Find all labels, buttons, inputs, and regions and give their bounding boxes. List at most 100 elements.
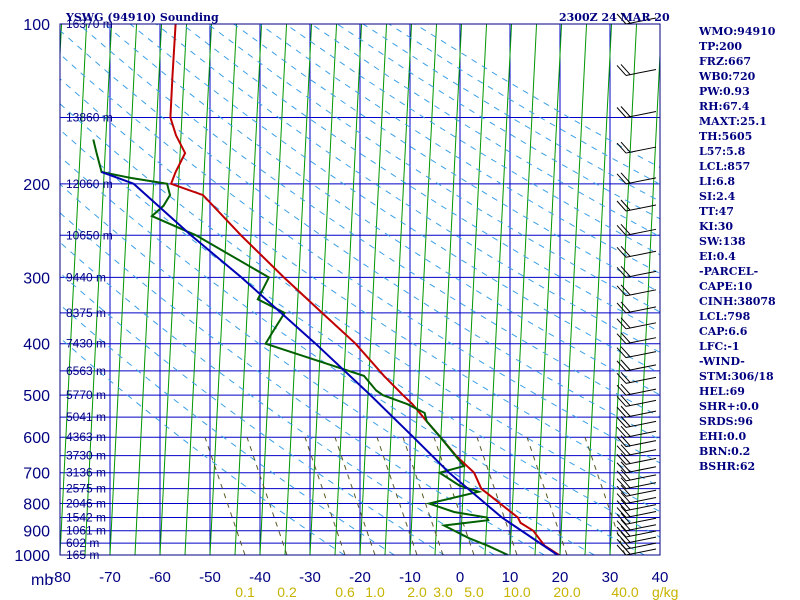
wind-barb-feather: [616, 224, 627, 236]
wind-barb-feather: [620, 484, 631, 496]
wind-barb-staff: [625, 111, 657, 118]
mixing-ratio-line: [433, 437, 475, 555]
wind-barb-feather: [620, 506, 631, 517]
index-line: BRN:0.2: [699, 445, 750, 458]
wind-barb-feather: [620, 444, 631, 455]
wind-barb-feather: [620, 346, 631, 358]
wind-barb-feather: [616, 318, 627, 330]
height-label: 2575 m: [66, 482, 106, 496]
index-line: LCL:798: [699, 310, 751, 323]
mixing-ratio-line: [476, 437, 518, 555]
wind-barb-staff: [625, 289, 657, 297]
mixing-ratio-line: [304, 437, 346, 555]
index-line: -WIND-: [699, 355, 745, 368]
wind-barb-feather: [616, 436, 627, 447]
wind-barb-feather: [616, 347, 627, 359]
height-label: 13860 m: [66, 111, 113, 125]
station-title: YSWG (94910) Sounding: [65, 11, 219, 24]
isotherm-line: [84, 24, 113, 555]
wind-barb-feather: [620, 461, 631, 473]
wind-barb-feather: [620, 416, 631, 427]
height-label: 5041 m: [66, 410, 106, 424]
temperature-tick-label: 30: [602, 569, 619, 586]
wind-barb-feather: [616, 142, 627, 154]
wind-barb-staff: [625, 482, 657, 490]
mixing-ratio-line: [334, 437, 376, 555]
wind-barb-staff: [625, 364, 657, 372]
wind-barb-feather: [620, 12, 631, 24]
temperature-tick-label: -80: [49, 569, 71, 586]
wind-barb-staff: [625, 68, 657, 76]
wind-barb-feather: [616, 107, 627, 118]
wind-barb-staff: [625, 548, 657, 556]
plot-area: [60, 24, 660, 555]
temperature-profile: [169, 24, 560, 555]
temperature-tick-label: -60: [149, 569, 171, 586]
wind-barb-staff: [625, 399, 657, 407]
temperature-tick-label: 20: [552, 569, 569, 586]
isotherm-line: [334, 24, 363, 555]
dry-adiabat: [60, 183, 595, 555]
index-line: CAPE:10: [699, 280, 753, 293]
wind-barb-feather: [620, 435, 631, 446]
isotherm-line: [609, 24, 638, 555]
height-label: 12060 m: [66, 177, 113, 191]
wind-barb-staff: [625, 17, 657, 25]
wind-barb-feather: [620, 332, 631, 344]
dewpoint-profile: [92, 139, 509, 555]
index-line: SI:2.4: [699, 190, 736, 203]
wind-barbs: [616, 12, 657, 556]
index-line: MAXT:25.1: [699, 115, 767, 128]
wind-barb-staff: [625, 204, 657, 212]
height-label: 8375 m: [66, 306, 106, 320]
wind-barb-feather: [620, 469, 631, 481]
index-line: -PARCEL-: [699, 265, 758, 278]
wind-barb-feather: [616, 454, 627, 465]
pressure-tick-label: 400: [23, 337, 50, 354]
index-line: CINH:38078: [699, 295, 776, 308]
index-line: TP:200: [699, 40, 742, 53]
index-line: L57:5.8: [699, 145, 746, 158]
pressure-tick-label: 100: [23, 17, 50, 34]
wind-barb-feather: [620, 543, 631, 555]
valid-time: 2300Z 24 MAR 20: [559, 11, 670, 24]
wind-barb-staff: [625, 351, 657, 359]
mixing-ratio-label: 0.6: [335, 584, 355, 600]
wind-barb-staff: [625, 146, 657, 154]
index-line: TT:47: [699, 205, 734, 218]
wind-barb-feather: [620, 266, 631, 277]
wind-barb-staff: [625, 388, 657, 396]
wind-barb-feather: [620, 64, 631, 75]
mixing-ratio-label: 0.2: [277, 584, 297, 600]
isotherm-line: [384, 24, 413, 555]
mixing-ratio-label: 5.0: [464, 584, 484, 600]
wind-barb-feather: [620, 525, 631, 537]
wind-barb-feather: [620, 199, 631, 211]
wind-barb-staff: [625, 440, 657, 448]
temperature-tick-label: -70: [99, 569, 121, 586]
wind-barb-staff: [625, 474, 657, 482]
mixing-ratio-label: 1.0: [365, 584, 385, 600]
dry-adiabat: [60, 212, 545, 555]
wind-barb-feather: [620, 425, 631, 437]
pressure-unit-label: mb: [31, 572, 53, 589]
isotherm-line: [634, 44, 660, 555]
height-label: 10650 m: [66, 228, 113, 242]
isotherm-line: [584, 24, 613, 555]
wind-barb-feather: [616, 507, 627, 518]
mixing-ratio-label: 20.0: [553, 584, 580, 600]
wind-barb-feather: [616, 302, 627, 314]
pressure-tick-label: 300: [23, 270, 50, 287]
wind-barb-feather: [620, 172, 631, 184]
wind-barb-staff: [625, 449, 657, 457]
wind-barb-staff: [625, 504, 657, 512]
mixing-ratio-label: 3.0: [433, 584, 453, 600]
mixing-ratio-label: 0.1: [235, 584, 255, 600]
isotherm-line: [234, 24, 263, 555]
isotherm-line: [159, 24, 188, 555]
wind-barb-staff: [625, 466, 657, 474]
wind-barb-feather: [616, 470, 627, 482]
wind-barb-staff: [625, 457, 657, 465]
temperature-tick-label: -50: [199, 569, 221, 586]
